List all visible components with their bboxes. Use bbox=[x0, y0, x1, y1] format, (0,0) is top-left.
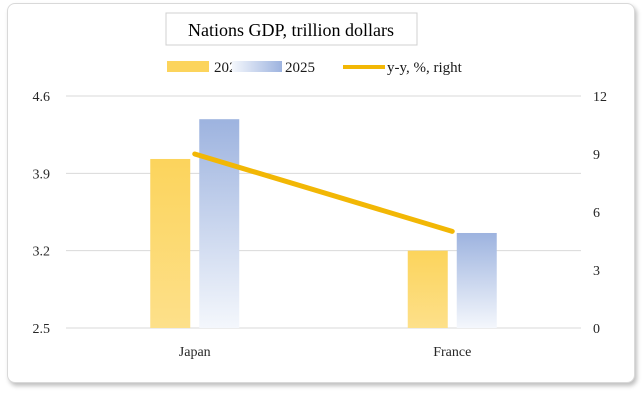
bar-2024-france bbox=[407, 250, 448, 328]
y-right-tick-label: 0 bbox=[593, 322, 600, 337]
bar-2024-japan bbox=[150, 158, 191, 328]
chart-title-box bbox=[165, 12, 418, 46]
bar-2025-france bbox=[456, 232, 497, 328]
legend-swatch-2024 bbox=[167, 61, 209, 72]
y-right-tick-label: 3 bbox=[593, 264, 600, 279]
line-yy-change bbox=[192, 151, 455, 234]
y-left-tick-label: 3.9 bbox=[33, 167, 51, 182]
legend-label-yy: y-y, %, right bbox=[387, 60, 463, 76]
y-left-tick-label: 4.6 bbox=[33, 90, 51, 105]
bar-2025-japan bbox=[199, 119, 240, 328]
y-left-tick-label: 3.2 bbox=[33, 245, 51, 260]
legend-label-2025: 2025 bbox=[285, 60, 315, 76]
x-tick-label: France bbox=[433, 345, 471, 360]
y-left-tick-label: 2.5 bbox=[33, 322, 51, 337]
chart-title: Nations GDP, trillion dollars bbox=[188, 20, 394, 40]
y-right-tick-label: 9 bbox=[593, 148, 600, 163]
y-right-tick-label: 12 bbox=[593, 90, 607, 105]
x-tick-label: Japan bbox=[179, 345, 211, 360]
legend-swatch-2025 bbox=[232, 61, 282, 72]
y-right-tick-label: 6 bbox=[593, 206, 600, 221]
